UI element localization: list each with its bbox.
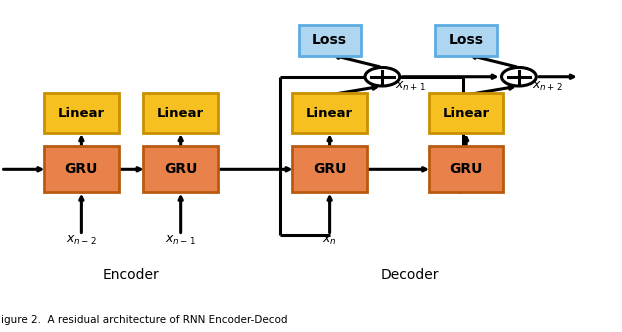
Text: Loss: Loss <box>448 34 484 47</box>
Text: GRU: GRU <box>164 162 197 176</box>
FancyBboxPatch shape <box>435 25 497 56</box>
FancyBboxPatch shape <box>144 93 218 133</box>
Text: $x_n$: $x_n$ <box>322 234 337 247</box>
Text: Linear: Linear <box>157 107 204 120</box>
Text: Linear: Linear <box>58 107 105 120</box>
Text: Linear: Linear <box>443 107 490 120</box>
Circle shape <box>365 67 400 86</box>
FancyBboxPatch shape <box>299 25 361 56</box>
Text: $x_{n+1}$: $x_{n+1}$ <box>395 80 425 93</box>
Text: Linear: Linear <box>306 107 353 120</box>
FancyBboxPatch shape <box>429 146 503 193</box>
Text: Encoder: Encoder <box>103 268 159 282</box>
Text: igure 2.  A residual architecture of RNN Encoder-Decod: igure 2. A residual architecture of RNN … <box>1 315 287 325</box>
Text: GRU: GRU <box>65 162 98 176</box>
Circle shape <box>501 67 536 86</box>
FancyBboxPatch shape <box>429 93 503 133</box>
Text: $x_{n+2}$: $x_{n+2}$ <box>532 80 562 93</box>
FancyBboxPatch shape <box>292 93 367 133</box>
FancyBboxPatch shape <box>144 146 218 193</box>
Text: Loss: Loss <box>312 34 347 47</box>
Text: Decoder: Decoder <box>381 268 440 282</box>
FancyBboxPatch shape <box>292 146 367 193</box>
FancyBboxPatch shape <box>44 93 119 133</box>
FancyBboxPatch shape <box>44 146 119 193</box>
Text: $x_{n-1}$: $x_{n-1}$ <box>165 234 196 247</box>
Text: GRU: GRU <box>313 162 346 176</box>
Text: GRU: GRU <box>450 162 483 176</box>
Text: $x_{n-2}$: $x_{n-2}$ <box>66 234 96 247</box>
